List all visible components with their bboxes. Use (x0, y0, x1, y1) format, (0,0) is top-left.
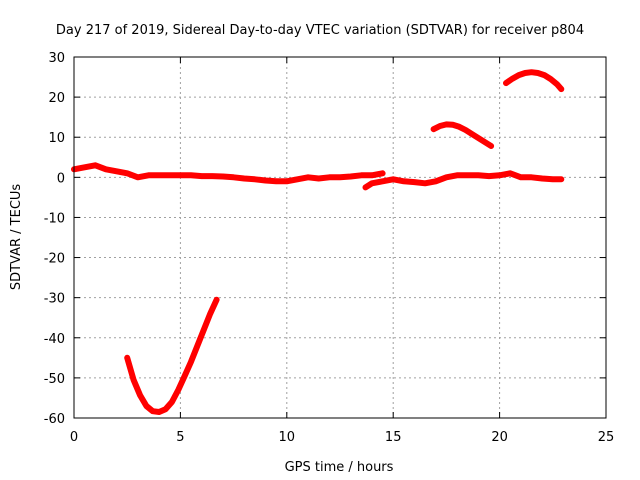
x-axis-label: GPS time / hours (285, 460, 394, 475)
x-tick-label: 10 (279, 430, 296, 445)
y-tick-label: 20 (48, 91, 65, 106)
axis-ticks (73, 56, 607, 419)
series-line-trace-b (362, 170, 565, 191)
x-tick-label: 20 (491, 430, 508, 445)
y-tick-label: -60 (44, 412, 65, 427)
series-line-main-trace (71, 162, 386, 185)
y-tick-label: 10 (48, 131, 65, 146)
y-tick-label: 30 (48, 51, 65, 66)
x-tick-label: 5 (176, 430, 184, 445)
series-layer (71, 69, 565, 415)
y-tick-label: -10 (44, 211, 65, 226)
series-line-arc-17h (430, 121, 495, 149)
chart-title: Day 217 of 2019, Sidereal Day-to-day VTE… (56, 23, 584, 38)
y-tick-label: -50 (44, 372, 65, 387)
y-tick-label: 0 (57, 171, 65, 186)
series-line-arc-21h (503, 69, 565, 93)
y-tick-label: -30 (44, 292, 65, 307)
grid (74, 57, 606, 418)
y-axis-label: SDTVAR / TECUs (9, 184, 24, 291)
y-tick-label: -40 (44, 332, 65, 347)
series-line-dip-4h (124, 296, 220, 415)
plot-frame (73, 56, 607, 419)
x-tick-label: 15 (385, 430, 402, 445)
y-tick-label: -20 (44, 252, 65, 267)
tick-labels: 0 5 10 15 20 25 -60 -50 -40 -30 -20 -10 0 10 20 30 (44, 51, 615, 445)
x-tick-label: 0 (70, 430, 78, 445)
x-tick-label: 25 (598, 430, 615, 445)
